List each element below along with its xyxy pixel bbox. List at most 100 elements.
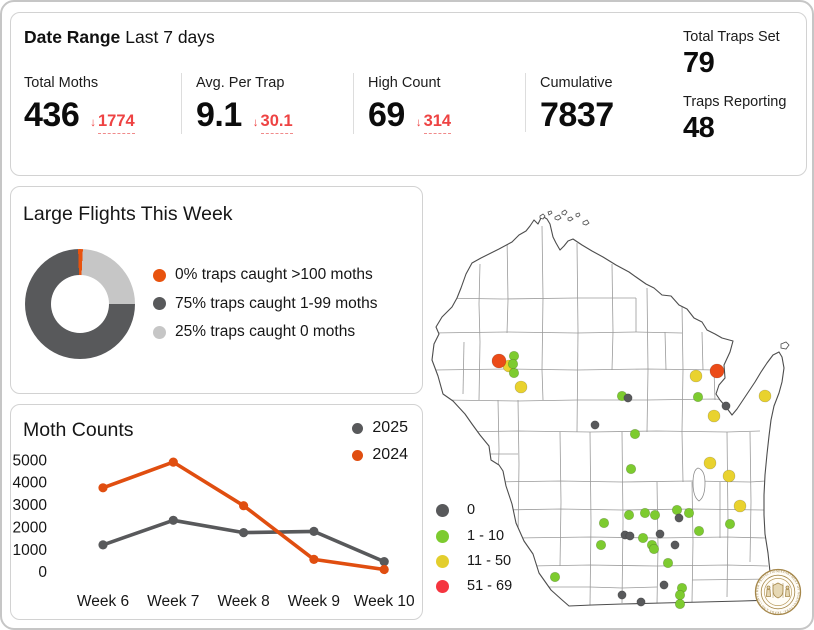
- data-point-2024: [98, 483, 108, 493]
- date-range: Date Range Last 7 days: [24, 27, 215, 48]
- x-tick-label: Week 9: [288, 593, 340, 610]
- y-tick-label: 1000: [13, 542, 48, 559]
- trap-dot[interactable]: [507, 358, 519, 370]
- x-tick-label: Week 6: [77, 593, 129, 610]
- trap-dot[interactable]: [724, 518, 736, 530]
- series-line-2025: [101, 518, 387, 564]
- x-tick-label: Week 8: [217, 593, 269, 610]
- trap-dots-layer: [491, 350, 772, 610]
- moth-counts-title: Moth Counts: [23, 419, 134, 441]
- data-point-2024: [239, 501, 249, 511]
- traps-reporting-value: 48: [683, 112, 715, 144]
- donut-hole: [51, 275, 109, 333]
- trap-dot[interactable]: [674, 598, 686, 610]
- trap-dot[interactable]: [648, 543, 660, 555]
- down-arrow-icon: ↓: [90, 117, 96, 129]
- trap-dot[interactable]: [703, 456, 717, 470]
- legend-item-0: 0: [436, 502, 475, 518]
- large-flights-panel: Large Flights This Week 0% traps caught …: [10, 186, 423, 394]
- county-boundaries: [432, 225, 772, 606]
- trap-dot[interactable]: [693, 525, 705, 537]
- date-range-label: Date Range: [24, 27, 121, 47]
- trap-dot[interactable]: [733, 499, 747, 513]
- y-tick-label: 5000: [13, 452, 48, 469]
- trap-dot[interactable]: [722, 469, 736, 483]
- stat-label: High Count: [368, 75, 441, 91]
- trap-dot[interactable]: [709, 363, 725, 379]
- large-flights-donut-chart: [25, 249, 135, 359]
- trap-dot[interactable]: [595, 539, 607, 551]
- trap-dot[interactable]: [721, 401, 731, 411]
- data-point-2024: [379, 564, 389, 575]
- stat-cumulative: Cumulative 7837: [525, 73, 675, 132]
- lake-winnebago: [692, 467, 706, 502]
- stat-avg-per-trap: Avg. Per Trap 9.1 ↓ 30.1: [181, 73, 353, 134]
- legend-item: 25% traps caught 0 moths: [153, 323, 377, 341]
- stat-value: 7837: [540, 96, 614, 134]
- trap-dot[interactable]: [674, 513, 684, 523]
- stat-label: Cumulative: [540, 75, 613, 91]
- trap-dot[interactable]: [707, 409, 721, 423]
- orange-dot-icon: [352, 449, 364, 461]
- trap-dot[interactable]: [617, 590, 627, 600]
- traps-reporting-label: Traps Reporting: [683, 94, 787, 110]
- y-tick-label: 4000: [13, 475, 48, 492]
- stat-label: Total Moths: [24, 75, 99, 91]
- stat-delta: ↓ 1774: [90, 112, 135, 134]
- stat-total-moths: Total Moths 436 ↓ 1774: [24, 73, 181, 134]
- stat-label: Avg. Per Trap: [196, 75, 285, 91]
- data-point-2025: [309, 526, 319, 536]
- legend-item-11-50: 11 - 50: [436, 553, 511, 569]
- trap-dot[interactable]: [629, 428, 641, 440]
- total-traps-set-value: 79: [683, 47, 715, 79]
- trap-dot[interactable]: [625, 531, 635, 541]
- data-point-2025: [98, 540, 108, 550]
- trap-dot[interactable]: [491, 353, 507, 369]
- trap-dot[interactable]: [758, 389, 772, 403]
- total-traps-set-label: Total Traps Set: [683, 29, 780, 45]
- light-gray-dot-icon: [153, 325, 166, 339]
- trap-dot[interactable]: [683, 507, 695, 519]
- trap-dot[interactable]: [625, 463, 637, 475]
- seal-ring-text: DEPARTMENT OF AGRICULTURE, TRADE AND CON…: [422, 187, 801, 615]
- stat-delta: ↓ 30.1: [253, 112, 293, 134]
- green-dot-icon: [436, 529, 449, 543]
- legend-item-2025: 2025: [352, 418, 408, 438]
- legend-item-51-69: 51 - 69: [436, 578, 512, 594]
- trap-dot[interactable]: [514, 380, 528, 394]
- trap-dot[interactable]: [636, 597, 646, 607]
- trap-dot[interactable]: [623, 509, 635, 521]
- trap-dot[interactable]: [549, 571, 561, 583]
- trap-dot[interactable]: [508, 367, 520, 379]
- trap-dot[interactable]: [662, 557, 674, 569]
- trap-dot[interactable]: [674, 589, 686, 601]
- trap-dot[interactable]: [671, 504, 683, 516]
- trap-dot[interactable]: [637, 532, 649, 544]
- trap-dot[interactable]: [659, 580, 669, 590]
- data-point-2025: [239, 528, 249, 538]
- wisconsin-trap-map: DEPARTMENT OF AGRICULTURE, TRADE AND CON…: [422, 187, 802, 616]
- trap-dot[interactable]: [623, 393, 633, 403]
- dark-gray-dot-icon: [153, 297, 166, 310]
- trap-dot[interactable]: [649, 509, 661, 521]
- date-range-panel: Date Range Last 7 days Total Moths 436 ↓ …: [10, 12, 807, 176]
- red-dot-icon: [436, 579, 449, 593]
- orange-dot-icon: [153, 268, 166, 282]
- data-point-2025: [379, 557, 389, 567]
- stat-delta: ↓ 314: [416, 112, 452, 134]
- down-arrow-icon: ↓: [252, 117, 259, 129]
- stat-value: 436: [24, 96, 80, 134]
- trap-dot[interactable]: [689, 369, 703, 383]
- x-tick-label: Week 10: [354, 593, 415, 610]
- data-point-2025: [168, 515, 178, 525]
- trap-dot[interactable]: [639, 507, 651, 519]
- islands: [539, 209, 790, 350]
- trap-dot[interactable]: [598, 517, 610, 529]
- yellow-dot-icon: [436, 554, 449, 568]
- legend-item-1-10: 1 - 10: [436, 528, 504, 544]
- trap-dot[interactable]: [670, 540, 680, 550]
- trap-dot[interactable]: [590, 420, 600, 430]
- trap-dot[interactable]: [655, 529, 665, 539]
- trap-dot[interactable]: [692, 391, 704, 403]
